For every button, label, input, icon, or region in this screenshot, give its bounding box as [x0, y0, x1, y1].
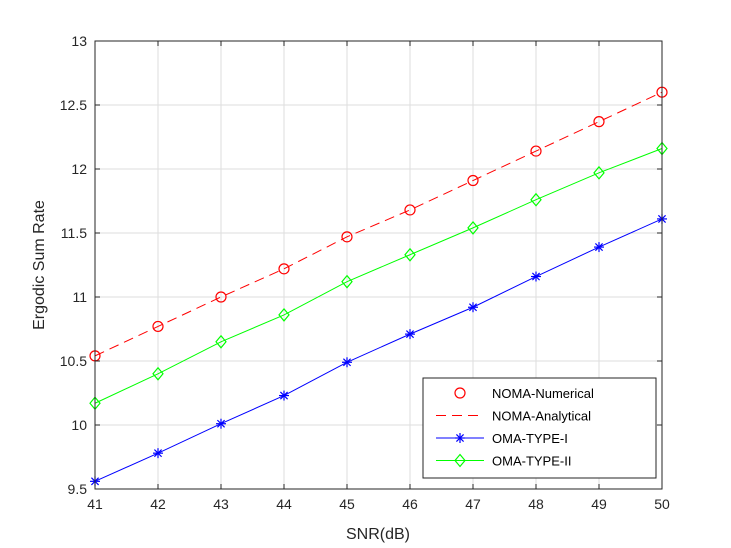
legend-label: OMA-TYPE-I [492, 431, 568, 446]
legend-label: NOMA-Analytical [492, 409, 591, 424]
legend-marker-swatch [454, 387, 466, 399]
y-tick-label: 9.5 [68, 481, 88, 497]
oma-type-i-point [594, 242, 604, 253]
oma-type-ii-point [152, 366, 164, 381]
asterisk-stroke [405, 330, 415, 339]
asterisk-stroke [531, 272, 541, 281]
noma-numerical-point [530, 145, 542, 157]
y-tick-label: 13 [71, 33, 87, 49]
noma-analytical-line [94, 91, 663, 357]
x-tick-label: 43 [213, 496, 229, 512]
x-axis-label: SNR(dB) [346, 526, 410, 543]
oma-type-ii-point [593, 165, 605, 180]
oma-type-i-point [405, 329, 415, 340]
oma-type-ii-point [278, 307, 290, 322]
noma-numerical-point [593, 116, 605, 128]
noma-numerical-point [404, 204, 416, 216]
series-oma-type-ii [89, 141, 668, 411]
oma-type-i-point [342, 357, 352, 368]
oma-type-i-line [94, 218, 663, 482]
legend-entry-oma-type-i: OMA-TYPE-I [436, 431, 568, 446]
asterisk-stroke [342, 358, 352, 367]
x-tick-label: 41 [87, 496, 103, 512]
x-tick-label: 45 [339, 496, 355, 512]
y-tick-label: 10.5 [60, 353, 87, 369]
asterisk-stroke [279, 391, 289, 400]
legend-entry-oma-type-ii: OMA-TYPE-II [436, 454, 571, 469]
x-tick-label: 44 [276, 496, 292, 512]
y-tick-label: 11.5 [61, 225, 87, 241]
x-tick-label: 49 [591, 496, 607, 512]
oma-type-i-point [531, 271, 541, 282]
oma-type-ii-point [404, 247, 416, 262]
legend-marker-swatch [454, 453, 466, 468]
legend-label: OMA-TYPE-II [492, 454, 571, 469]
y-tick-label: 12.5 [60, 97, 87, 113]
noma-numerical-point [152, 320, 164, 333]
oma-type-i-point [216, 418, 226, 429]
noma-numerical-point [215, 291, 227, 303]
legend-label: NOMA-Numerical [492, 386, 594, 401]
x-tick-label: 42 [150, 496, 166, 512]
y-tick-label: 12 [71, 161, 87, 177]
noma-numerical-point [278, 263, 290, 275]
asterisk-stroke [153, 449, 163, 458]
asterisk-stroke [594, 243, 604, 252]
x-tick-label: 48 [528, 496, 544, 512]
oma-type-ii-point [467, 220, 479, 235]
series-noma-analytical [94, 91, 663, 357]
asterisk-stroke [216, 419, 226, 428]
x-tick-label: 50 [654, 496, 670, 512]
asterisk-stroke [468, 303, 478, 312]
y-tick-label: 10 [71, 417, 87, 433]
oma-type-i-point [468, 302, 478, 313]
oma-type-ii-point [341, 274, 353, 289]
oma-type-ii-line [94, 148, 663, 404]
plot-frame [94, 40, 663, 490]
legend-box [422, 377, 657, 479]
legend: NOMA-Numerical NOMA-Analytical OMA-TYPE-I O… [422, 377, 657, 479]
oma-type-ii-point [530, 192, 542, 207]
legend-entry-noma-numerical: NOMA-Numerical [454, 386, 594, 401]
y-axis-label: Ergodic Sum Rate [31, 200, 48, 330]
x-tick-label: 46 [402, 496, 418, 512]
legend-entry-noma-analytical: NOMA-Analytical [436, 409, 591, 424]
oma-type-i-point [279, 390, 289, 401]
x-tick-label: 47 [465, 496, 481, 512]
oma-type-ii-point [215, 334, 227, 349]
ticks: 41 42 43 44 45 46 47 48 49 50 9.5 10 10.5 11 11.5 12 12.… [60, 33, 670, 512]
noma-numerical-point [341, 231, 353, 243]
asterisk-stroke [455, 433, 465, 443]
legend-marker-swatch [455, 433, 465, 443]
y-tick-label: 11 [72, 289, 87, 305]
noma-numerical-point [467, 174, 479, 187]
oma-type-i-point [153, 448, 163, 459]
